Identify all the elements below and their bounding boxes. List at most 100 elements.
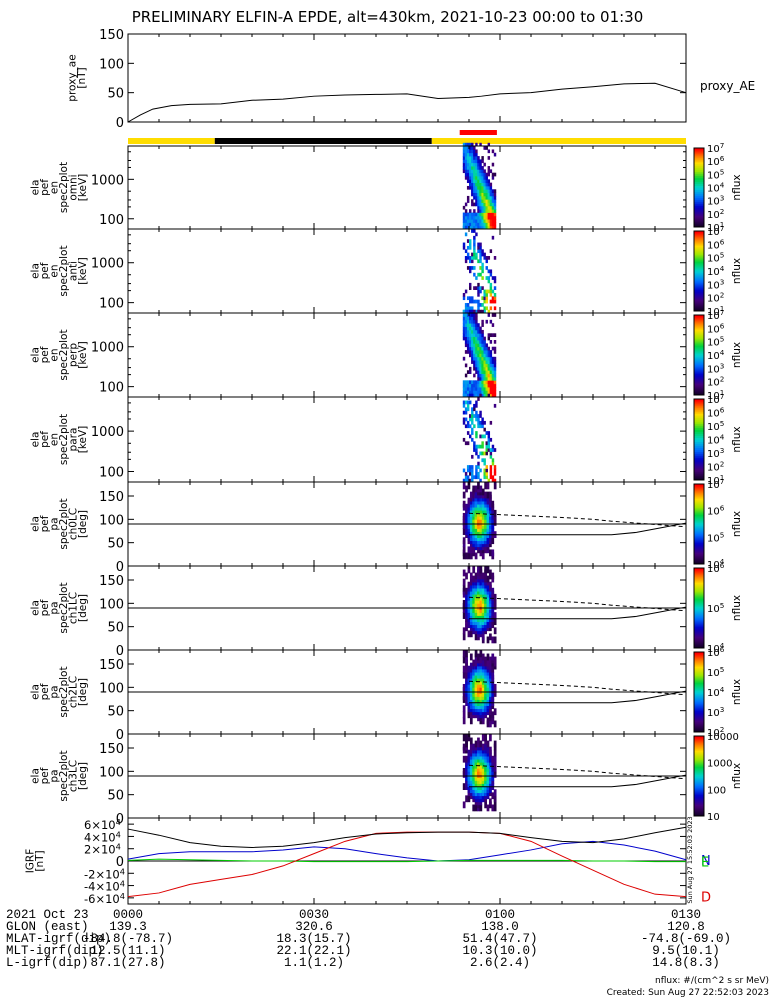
panel-anti-colorbar-tick: 105 — [707, 251, 724, 265]
panel-perp-spectrum-cell — [491, 383, 495, 388]
panel-perp-spectrum-cell — [469, 353, 472, 358]
panel-omni-spectrum-cell — [481, 222, 484, 227]
panel-ch3LC-colorbar-segment — [694, 806, 704, 809]
panel-para-spectrum-cell — [471, 407, 474, 412]
panel-anti-colorbar-segment — [694, 267, 704, 270]
panel-omni-spectrum-cell — [466, 176, 470, 180]
panel-ch2LC-colorbar-segment — [694, 676, 704, 679]
panel-anti-ylabel: ela — [29, 263, 41, 279]
panel-anti-spectrum-cell — [479, 272, 482, 277]
footer-label: GLON (east) — [6, 920, 89, 934]
panel-anti-spectrum-cell — [477, 303, 480, 307]
panel-ch2LC-colorbar-segment — [694, 696, 704, 699]
panel-omni-colorbar-segment — [694, 163, 704, 167]
panel-omni-colorbar-segment — [694, 183, 704, 187]
panel-anti-spectrum-cell — [493, 299, 497, 304]
panel-perp-spectrum-cell — [491, 373, 495, 378]
panel-ch3LC-colorbar-tick: 10 — [707, 812, 720, 823]
panel-perp-spectrum-cell — [489, 356, 493, 361]
panel-anti-spectrum-cell — [464, 303, 468, 307]
panel-perp-colorbar-segment — [694, 323, 704, 326]
panel-omni-spectrum-cell — [473, 176, 476, 180]
panel-omni-spectrum-cell — [493, 209, 497, 213]
panel-omni-spectrum-cell — [471, 166, 474, 170]
panel-perp-spectrum-cell — [483, 350, 486, 354]
panel-omni-spectrum-cell — [466, 195, 470, 200]
panel-anti-colorbar-segment — [694, 287, 704, 290]
panel-perp-spectrum-cell — [485, 380, 488, 385]
proxy-ae-ytick-label: 150 — [99, 28, 124, 43]
panel-omni-spectrum-cell — [477, 159, 480, 164]
panel-ch1LC-spectrum-cell — [462, 627, 466, 635]
status-bar-segment — [214, 138, 432, 144]
panel-para-colorbar-segment — [694, 413, 704, 416]
panel-omni-spectrum-cell — [483, 162, 486, 167]
panel-omni-spectrum-cell — [477, 169, 480, 174]
panel-ch2LC-spectrum-cell — [462, 693, 466, 700]
panel-omni-spectrum-cell — [475, 192, 478, 197]
panel-ch0LC-spectrum-cell — [493, 509, 497, 517]
panel-para-spectrum-cell — [475, 468, 478, 473]
panel-omni-spectrum-cell — [479, 142, 482, 147]
panel-perp-colorbar-segment — [694, 345, 704, 348]
panel-ch2LC-spectrum-cell — [493, 656, 497, 664]
panel-para-colorbar-segment — [694, 431, 704, 434]
panel-ch0LC-colorbar-segment — [694, 524, 704, 527]
panel-para-colorbar-segment — [694, 445, 704, 449]
panel-omni-spectrum-cell — [479, 182, 482, 187]
panel-para-spectrum-cell — [479, 434, 482, 439]
panel-ch2LC-colorbar-segment — [694, 706, 704, 709]
panel-perp-spectrum-cell — [483, 356, 486, 361]
panel-ch2LC-colorbar-tick: 105 — [707, 665, 724, 679]
panel-omni-spectrum-cell — [489, 189, 493, 193]
panel-perp-spectrum-cell — [473, 390, 476, 395]
panel-anti-spectrum-cell — [464, 249, 468, 254]
panel-ch0LC-spectrum-cell — [477, 482, 480, 490]
panel-anti-spectrum-cell — [483, 296, 486, 301]
panel-omni-spectrum-cell — [493, 195, 497, 200]
panel-perp-spectrum-cell — [469, 340, 472, 344]
panel-ch3LC-colorbar-segment — [694, 780, 704, 783]
panel-ch0LC-ylabel: [deg] — [77, 510, 89, 538]
panel-perp-colorbar-segment — [694, 367, 704, 370]
panel-ch3LC-ylabel: [deg] — [77, 762, 89, 790]
panel-perp-spectrum-cell — [471, 323, 474, 327]
panel-omni-spectrum-cell — [462, 156, 466, 160]
panel-omni-colorbar-segment — [694, 185, 704, 188]
panel-omni-spectrum-cell — [493, 172, 497, 177]
panel-anti-colorbar-segment — [694, 305, 704, 308]
panel-para-spectrum-cell — [481, 444, 484, 449]
panel-perp-spectrum-cell — [491, 360, 495, 364]
panel-ch1LC-anti-loss-cone-line — [468, 596, 687, 612]
panel-anti-colorbar-segment — [694, 289, 704, 292]
panel-omni-spectrum-cell — [477, 202, 480, 207]
panel-ch0LC-colorbar-segment — [694, 516, 704, 519]
panel-omni-colorbar-segment — [694, 159, 704, 163]
panel-anti-spectrum-cell — [473, 245, 476, 250]
panel-omni-spectrum-cell — [487, 212, 491, 217]
panel-para-spectrum-cell — [469, 400, 472, 405]
panel-ch0LC-colorbar-segment — [694, 488, 704, 491]
panel-perp-spectrum-cell — [483, 360, 486, 364]
panel-ch1LC-colorbar-segment — [694, 570, 704, 573]
panel-omni-spectrum-cell — [485, 176, 488, 180]
panel-ch0LC-spectrum-cell — [491, 549, 495, 557]
panel-ch1LC-colorbar-segment — [694, 584, 704, 587]
proxy-ae-ytick-label: 100 — [99, 57, 124, 72]
panel-anti-colorbar-segment — [694, 259, 704, 262]
panel-omni-spectrum-cell — [481, 195, 484, 200]
panel-omni-spectrum-cell — [485, 146, 488, 150]
panel-ch3LC-colorbar-segment — [694, 784, 704, 787]
panel-omni-spectrum-cell — [469, 166, 472, 170]
panel-omni-spectrum-cell — [491, 215, 495, 220]
panel-para-colorbar-segment — [694, 429, 704, 432]
panel-ch0LC-spectrum-cell — [493, 482, 497, 490]
panel-ch2LC-colorbar-segment — [694, 708, 704, 711]
panel-perp-spectrum-cell — [473, 380, 476, 385]
panel-omni-frame — [127, 145, 687, 230]
panel-perp-colorbar-segment — [694, 351, 704, 354]
panel-anti-spectrum-cell — [473, 249, 476, 254]
panel-perp-spectrum-cell — [477, 373, 480, 378]
panel-ch3LC-spectrum-cell — [467, 749, 471, 757]
panel-perp-spectrum-cell — [481, 383, 484, 388]
